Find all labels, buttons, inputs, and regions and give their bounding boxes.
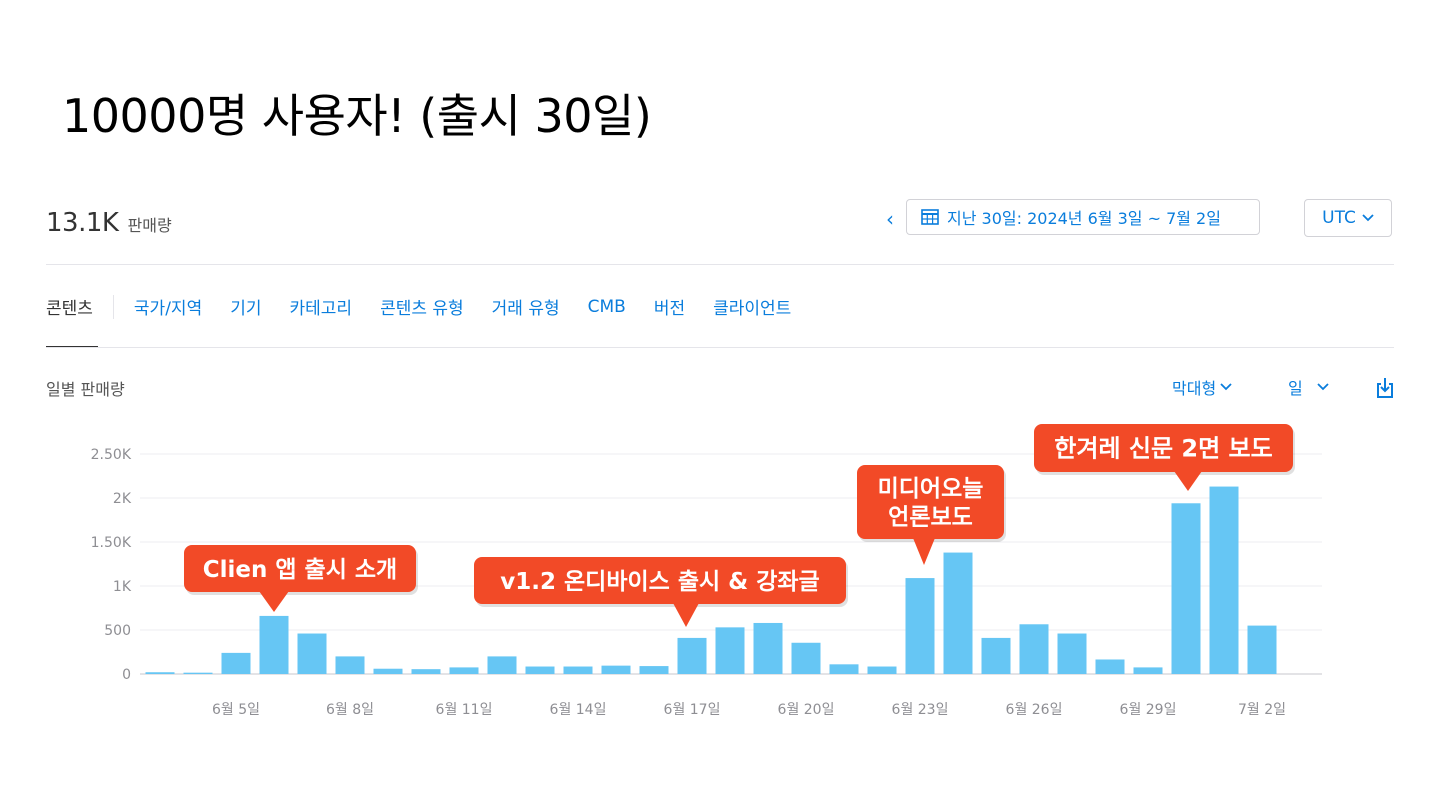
tab-client[interactable]: 클라이언트 xyxy=(713,299,792,319)
tab-country-region[interactable]: 국가/지역 xyxy=(133,299,203,319)
y-tick-label: 2K xyxy=(113,491,132,507)
timezone-select[interactable]: UTC xyxy=(1304,199,1392,237)
chart-type-select[interactable]: 막대형 xyxy=(1172,375,1232,399)
x-tick-label: 6월 23일 xyxy=(892,702,949,718)
bar xyxy=(449,667,479,674)
tab-version[interactable]: 버전 xyxy=(653,299,686,319)
tab-category[interactable]: 카테고리 xyxy=(289,299,353,319)
bar xyxy=(639,666,669,674)
bar xyxy=(677,637,707,674)
bar xyxy=(829,664,859,674)
slide-title: 10000명 사용자! (출시 30일) xyxy=(62,89,652,143)
bar xyxy=(335,656,365,674)
bar xyxy=(563,666,593,674)
bar xyxy=(943,552,973,674)
annotation-label: 언론보도 xyxy=(888,505,973,531)
chart-type-label: 막대형 xyxy=(1172,379,1217,398)
bar xyxy=(525,666,555,674)
annotation-box xyxy=(1034,424,1293,472)
annotation-pointer xyxy=(673,603,699,627)
y-tick-label: 1K xyxy=(113,579,132,595)
annotation-label: 미디어오늘 xyxy=(878,476,984,502)
bar xyxy=(1057,633,1087,674)
y-tick-label: 500 xyxy=(104,623,131,639)
annotation-label: v1.2 온디바이스 출시 & 강좌글 xyxy=(500,569,819,595)
bar xyxy=(297,633,327,674)
sales-summary: 13.1K 판매량 xyxy=(46,208,172,238)
x-tick-label: 6월 11일 xyxy=(436,702,493,718)
bar xyxy=(373,668,403,674)
sales-total-unit: 판매량 xyxy=(127,216,172,235)
tab-separator xyxy=(112,294,114,319)
date-range-picker[interactable]: 지난 30일: 2024년 6월 3일 ~ 7월 2일 xyxy=(906,199,1260,235)
tab-cmb[interactable]: CMB xyxy=(587,296,626,317)
analytics-panel: 13.1K 판매량 ‹ 지난 30일: 2024년 6월 3일 ~ 7월 2일 … xyxy=(46,190,1394,750)
tab-content-type[interactable]: 콘텐츠 유형 xyxy=(380,299,464,319)
bar xyxy=(791,642,821,674)
y-tick-label: 2.50K xyxy=(91,447,132,463)
x-tick-label: 7월 2일 xyxy=(1238,702,1286,718)
bar xyxy=(259,615,289,674)
annotation-pointer xyxy=(913,538,935,565)
annotation-box xyxy=(857,465,1004,539)
x-tick-label: 6월 8일 xyxy=(326,702,374,718)
interval-label: 일 xyxy=(1288,379,1303,398)
bar xyxy=(1209,486,1239,674)
x-tick-label: 6월 26일 xyxy=(1006,702,1063,718)
annotation-pointer xyxy=(259,591,289,612)
annotation-label: 한겨레 신문 2면 보도 xyxy=(1054,435,1272,463)
bar xyxy=(1095,659,1125,674)
chart-title: 일별 판매량 xyxy=(46,380,125,399)
interval-select[interactable]: 일 xyxy=(1288,375,1329,399)
daily-sales-chart: 0 500 1K 1.50K 2K 2.50K 6월 5일 6월 8일 6월 11일 6월 14일… xyxy=(91,424,1322,718)
bar xyxy=(145,672,175,674)
divider xyxy=(46,347,1394,348)
sales-total-value: 13.1K xyxy=(46,208,119,238)
annotation-label: Clien 앱 출시 소개 xyxy=(203,557,397,583)
x-tick-label: 6월 17일 xyxy=(664,702,721,718)
divider xyxy=(46,264,1394,265)
chevron-down-icon xyxy=(1220,383,1232,391)
bar xyxy=(601,665,631,674)
download-button[interactable] xyxy=(1370,376,1396,400)
bar xyxy=(1171,503,1201,674)
bar xyxy=(1019,624,1049,674)
bar xyxy=(905,578,935,674)
tab-transaction-type[interactable]: 거래 유형 xyxy=(491,299,560,319)
bar xyxy=(487,656,517,674)
bar xyxy=(411,669,441,674)
bar xyxy=(753,622,783,674)
bar xyxy=(1247,625,1277,674)
x-tick-label: 6월 14일 xyxy=(550,702,607,718)
chevron-down-icon xyxy=(1317,383,1329,391)
bar xyxy=(1133,667,1163,674)
date-range-label: 지난 30일: 2024년 6월 3일 ~ 7월 2일 xyxy=(947,209,1221,228)
bar xyxy=(183,672,213,674)
bar xyxy=(221,652,251,674)
bar xyxy=(981,637,1011,674)
x-tick-label: 6월 20일 xyxy=(778,702,835,718)
tab-device[interactable]: 기기 xyxy=(230,299,262,319)
chevron-down-icon xyxy=(1362,214,1374,222)
bar xyxy=(715,627,745,674)
annotation-pointer xyxy=(1174,471,1202,491)
calendar-icon xyxy=(921,209,939,225)
bar xyxy=(867,666,897,674)
dimension-tabs: 콘텐츠 국가/지역 기기 카테고리 콘텐츠 유형 거래 유형 CMB 버전 클라… xyxy=(46,294,819,319)
y-tick-label: 0 xyxy=(122,667,131,683)
tab-content[interactable]: 콘텐츠 xyxy=(46,299,93,319)
timezone-label: UTC xyxy=(1322,208,1356,228)
x-tick-label: 6월 29일 xyxy=(1120,702,1177,718)
y-tick-label: 1.50K xyxy=(91,535,132,551)
annotation-box xyxy=(184,545,416,592)
previous-period-button[interactable]: ‹ xyxy=(886,207,894,231)
x-tick-label: 6월 5일 xyxy=(212,702,260,718)
annotation-box xyxy=(474,557,846,604)
download-icon xyxy=(1377,378,1393,398)
